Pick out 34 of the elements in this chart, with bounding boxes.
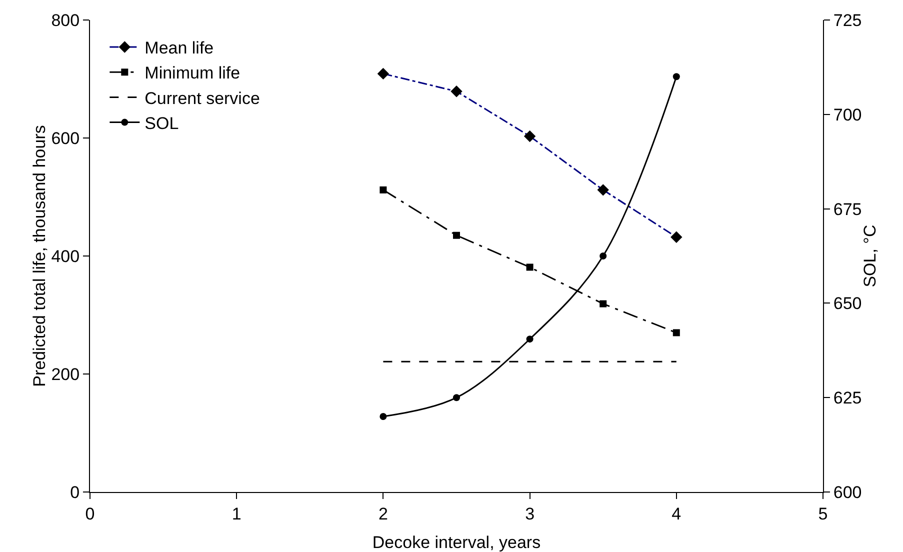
y2-tick-label: 625 (833, 388, 862, 408)
y-axis-title: Predicted total life, thousand hours (30, 125, 50, 387)
point (380, 186, 387, 194)
y2-axis-title: SOL, °C (860, 224, 880, 288)
y-tick-label: 600 (51, 128, 80, 148)
point (672, 329, 680, 336)
y2-tick-label: 650 (833, 294, 862, 314)
y-tick-label: 800 (51, 10, 80, 30)
y-tick-label: 200 (51, 364, 80, 384)
point (600, 252, 607, 260)
point (526, 336, 534, 343)
point (600, 300, 607, 308)
y2-tick-label: 600 (833, 482, 862, 502)
y-tick-label: 0 (70, 482, 80, 502)
point (672, 73, 680, 80)
y2-tick-label: 675 (833, 200, 862, 219)
point (526, 264, 534, 271)
x-tick-label: 2 (378, 504, 388, 524)
x-tick-label: 0 (85, 504, 95, 524)
x-axis-title: Decoke interval, years (372, 533, 541, 552)
point (453, 394, 460, 402)
x-tick-label: 5 (818, 504, 828, 524)
y-tick-label: 400 (51, 246, 80, 266)
x-tick-label: 4 (672, 504, 682, 524)
point (380, 412, 387, 420)
point (453, 232, 460, 239)
y2-tick-label: 700 (833, 105, 862, 124)
legend-label: Minimum life (144, 64, 240, 83)
legend-label: SOL (144, 114, 179, 133)
x-tick-label: 3 (525, 504, 535, 524)
legend-label: Current service (144, 88, 260, 108)
y2-tick-label: 725 (833, 10, 862, 30)
legend-label: Mean life (144, 38, 214, 58)
x-tick-label: 1 (232, 504, 242, 524)
